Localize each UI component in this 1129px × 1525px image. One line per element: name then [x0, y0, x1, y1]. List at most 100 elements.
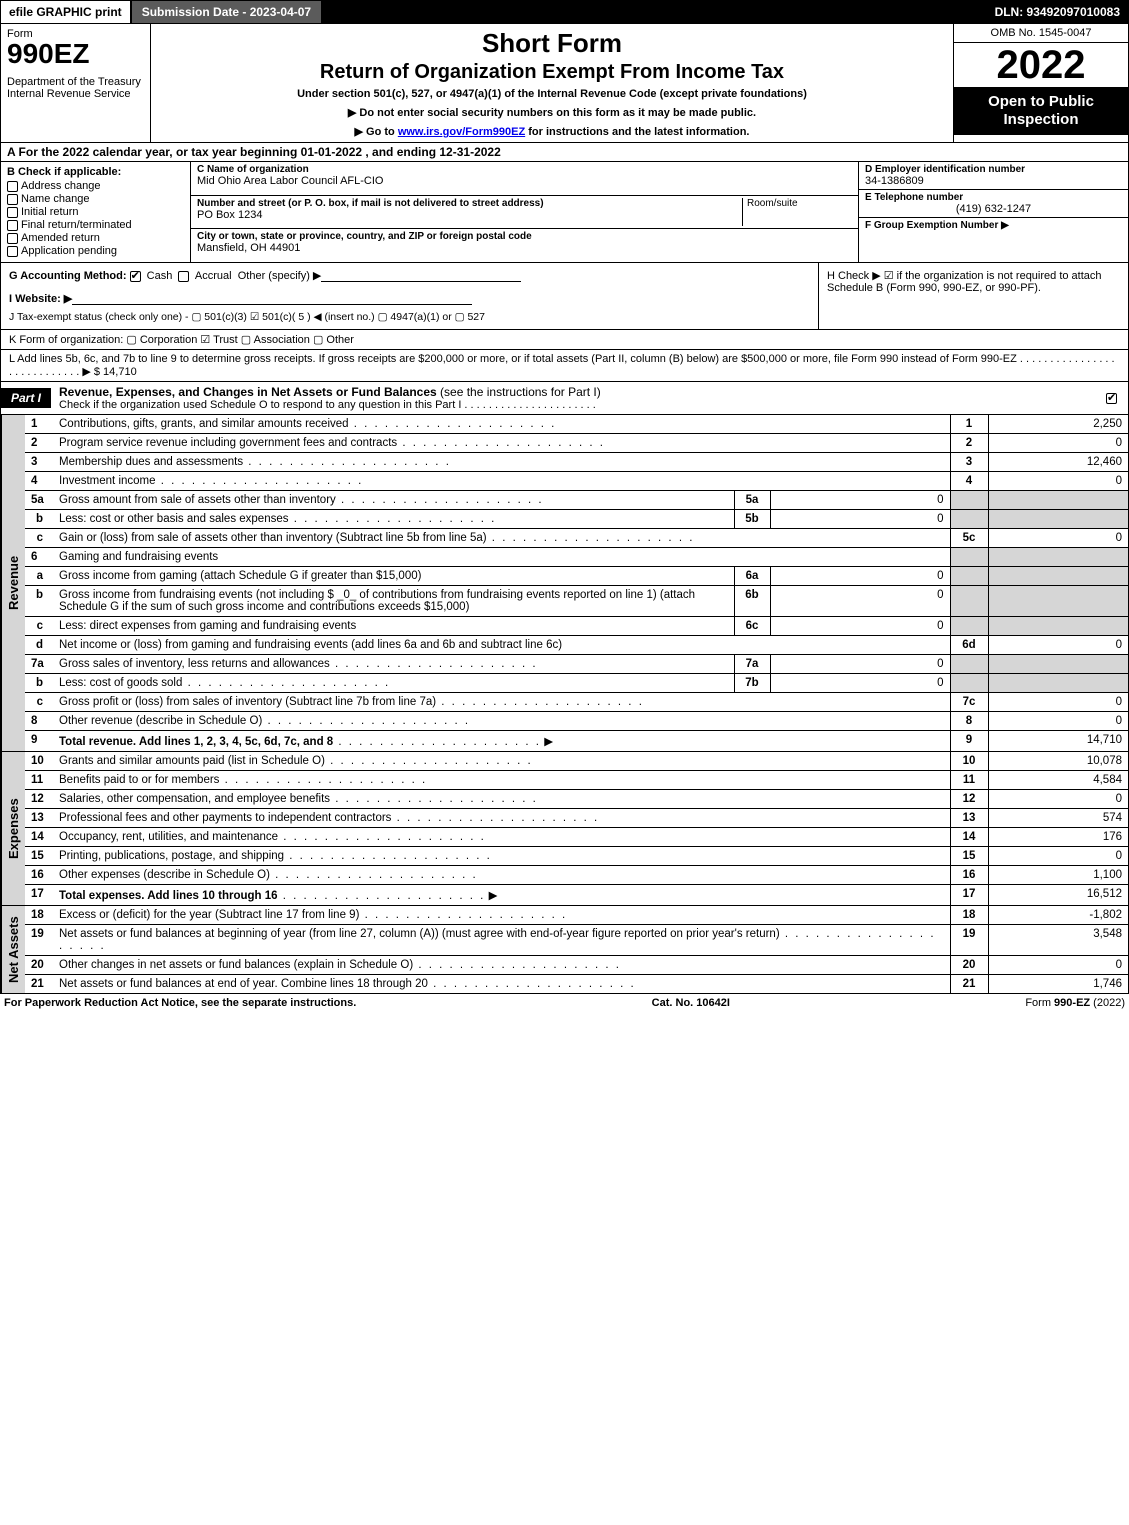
checkbox-icon[interactable] [7, 194, 18, 205]
ssn-warning: ▶ Do not enter social security numbers o… [157, 106, 947, 119]
section-ghij: G Accounting Method: Cash Accrual Other … [0, 263, 1129, 330]
note2-prefix: ▶ Go to [355, 126, 398, 138]
ein-value: 34-1386809 [865, 175, 1122, 187]
irs-link[interactable]: www.irs.gov/Form990EZ [398, 126, 525, 138]
footer-left: For Paperwork Reduction Act Notice, see … [4, 997, 356, 1009]
expenses-section: Expenses 10Grants and similar amounts pa… [0, 752, 1129, 906]
table-row: 15Printing, publications, postage, and s… [25, 847, 1128, 866]
table-row: 18Excess or (deficit) for the year (Subt… [25, 906, 1128, 925]
chk-amended[interactable]: Amended return [7, 232, 184, 244]
open-to-public: Open to Public Inspection [954, 87, 1128, 135]
section-bcd: B Check if applicable: Address change Na… [0, 162, 1129, 263]
submission-date: Submission Date - 2023-04-07 [130, 1, 323, 23]
section-b: B Check if applicable: Address change Na… [1, 162, 191, 262]
table-row: cLess: direct expenses from gaming and f… [25, 617, 1128, 636]
header-middle: Short Form Return of Organization Exempt… [151, 24, 953, 142]
table-row: 12Salaries, other compensation, and empl… [25, 790, 1128, 809]
city-state-zip: Mansfield, OH 44901 [197, 242, 852, 254]
part-1-header: Part I Revenue, Expenses, and Changes in… [0, 382, 1129, 415]
table-row: 11Benefits paid to or for members114,584 [25, 771, 1128, 790]
section-h: H Check ▶ ☑ if the organization is not r… [818, 263, 1128, 329]
table-row: bLess: cost or other basis and sales exp… [25, 510, 1128, 529]
table-row: 14Occupancy, rent, utilities, and mainte… [25, 828, 1128, 847]
checkbox-icon[interactable] [7, 220, 18, 231]
footer-right: Form 990-EZ (2022) [1025, 997, 1125, 1009]
chk-application-pending[interactable]: Application pending [7, 245, 184, 257]
org-name: Mid Ohio Area Labor Council AFL-CIO [197, 175, 852, 187]
table-row: 8Other revenue (describe in Schedule O)8… [25, 712, 1128, 731]
spacer [323, 1, 986, 23]
table-row: bGross income from fundraising events (n… [25, 586, 1128, 617]
section-c: C Name of organization Mid Ohio Area Lab… [191, 162, 858, 262]
org-name-label: C Name of organization [197, 164, 852, 175]
accounting-method: G Accounting Method: Cash Accrual Other … [9, 269, 810, 282]
table-row: 19Net assets or fund balances at beginni… [25, 925, 1128, 956]
net-assets-sidebar: Net Assets [1, 906, 25, 993]
table-row: 17Total expenses. Add lines 10 through 1… [25, 885, 1128, 906]
table-row: 1Contributions, gifts, grants, and simil… [25, 415, 1128, 434]
efile-print-label[interactable]: efile GRAPHIC print [1, 1, 130, 23]
chk-cash[interactable] [130, 271, 141, 282]
table-row: cGain or (loss) from sale of assets othe… [25, 529, 1128, 548]
table-row: 7aGross sales of inventory, less returns… [25, 655, 1128, 674]
net-assets-section: Net Assets 18Excess or (deficit) for the… [0, 906, 1129, 994]
table-row: 6Gaming and fundraising events [25, 548, 1128, 567]
checkbox-icon[interactable] [7, 233, 18, 244]
group-exemption-label: F Group Exemption Number ▶ [865, 220, 1122, 231]
part-1-title: Revenue, Expenses, and Changes in Net As… [59, 385, 437, 399]
room-suite-label: Room/suite [742, 198, 852, 227]
table-row: aGross income from gaming (attach Schedu… [25, 567, 1128, 586]
table-row: cGross profit or (loss) from sales of in… [25, 693, 1128, 712]
website-row: I Website: ▶ [9, 292, 810, 305]
chk-initial-return[interactable]: Initial return [7, 206, 184, 218]
other-specify-input[interactable] [321, 281, 521, 282]
table-row: dNet income or (loss) from gaming and fu… [25, 636, 1128, 655]
revenue-section: Revenue 1Contributions, gifts, grants, a… [0, 415, 1129, 752]
line-a-tax-year: A For the 2022 calendar year, or tax yea… [0, 143, 1129, 162]
table-row: 10Grants and similar amounts paid (list … [25, 752, 1128, 771]
chk-schedule-o[interactable] [1106, 393, 1117, 404]
address: PO Box 1234 [197, 209, 742, 221]
line-l: L Add lines 5b, 6c, and 7b to line 9 to … [0, 350, 1129, 382]
line-k: K Form of organization: ▢ Corporation ☑ … [0, 330, 1129, 350]
header-left: Form 990EZ Department of the Treasury In… [1, 24, 151, 142]
top-bar: efile GRAPHIC print Submission Date - 20… [0, 0, 1129, 24]
subtitle: Under section 501(c), 527, or 4947(a)(1)… [157, 88, 947, 100]
checkbox-icon[interactable] [7, 181, 18, 192]
footer-cat: Cat. No. 10642I [652, 997, 730, 1009]
chk-accrual[interactable] [178, 271, 189, 282]
address-label: Number and street (or P. O. box, if mail… [197, 198, 742, 209]
chk-address-change[interactable]: Address change [7, 180, 184, 192]
revenue-sidebar: Revenue [1, 415, 25, 751]
website-input[interactable] [72, 304, 472, 305]
checkbox-icon[interactable] [7, 207, 18, 218]
expenses-table: 10Grants and similar amounts paid (list … [25, 752, 1128, 905]
table-row: 5aGross amount from sale of assets other… [25, 491, 1128, 510]
main-title: Return of Organization Exempt From Incom… [157, 61, 947, 84]
expenses-sidebar: Expenses [1, 752, 25, 905]
part-1-sub: Check if the organization used Schedule … [59, 399, 1106, 411]
checkbox-icon[interactable] [7, 246, 18, 257]
short-form-title: Short Form [157, 28, 947, 59]
chk-name-change[interactable]: Name change [7, 193, 184, 205]
table-row: bLess: cost of goods sold7b0 [25, 674, 1128, 693]
instructions-link-row: ▶ Go to www.irs.gov/Form990EZ for instru… [157, 125, 947, 138]
table-row: 20Other changes in net assets or fund ba… [25, 956, 1128, 975]
omb-number: OMB No. 1545-0047 [954, 24, 1128, 43]
form-header: Form 990EZ Department of the Treasury In… [0, 24, 1129, 143]
chk-final-return[interactable]: Final return/terminated [7, 219, 184, 231]
table-row: 3Membership dues and assessments312,460 [25, 453, 1128, 472]
section-b-header: B Check if applicable: [7, 166, 184, 178]
form-number: 990EZ [7, 40, 144, 68]
telephone-value: (419) 632-1247 [865, 203, 1122, 215]
table-row: 21Net assets or fund balances at end of … [25, 975, 1128, 994]
part-1-tag: Part I [1, 388, 51, 408]
tax-exempt-status: J Tax-exempt status (check only one) - ▢… [9, 311, 810, 323]
tax-year: 2022 [954, 43, 1128, 87]
dln-label: DLN: 93492097010083 [987, 1, 1128, 23]
revenue-table: 1Contributions, gifts, grants, and simil… [25, 415, 1128, 751]
page-footer: For Paperwork Reduction Act Notice, see … [0, 994, 1129, 1012]
table-row: 13Professional fees and other payments t… [25, 809, 1128, 828]
table-row: 9Total revenue. Add lines 1, 2, 3, 4, 5c… [25, 731, 1128, 752]
department-label: Department of the Treasury Internal Reve… [7, 76, 144, 100]
